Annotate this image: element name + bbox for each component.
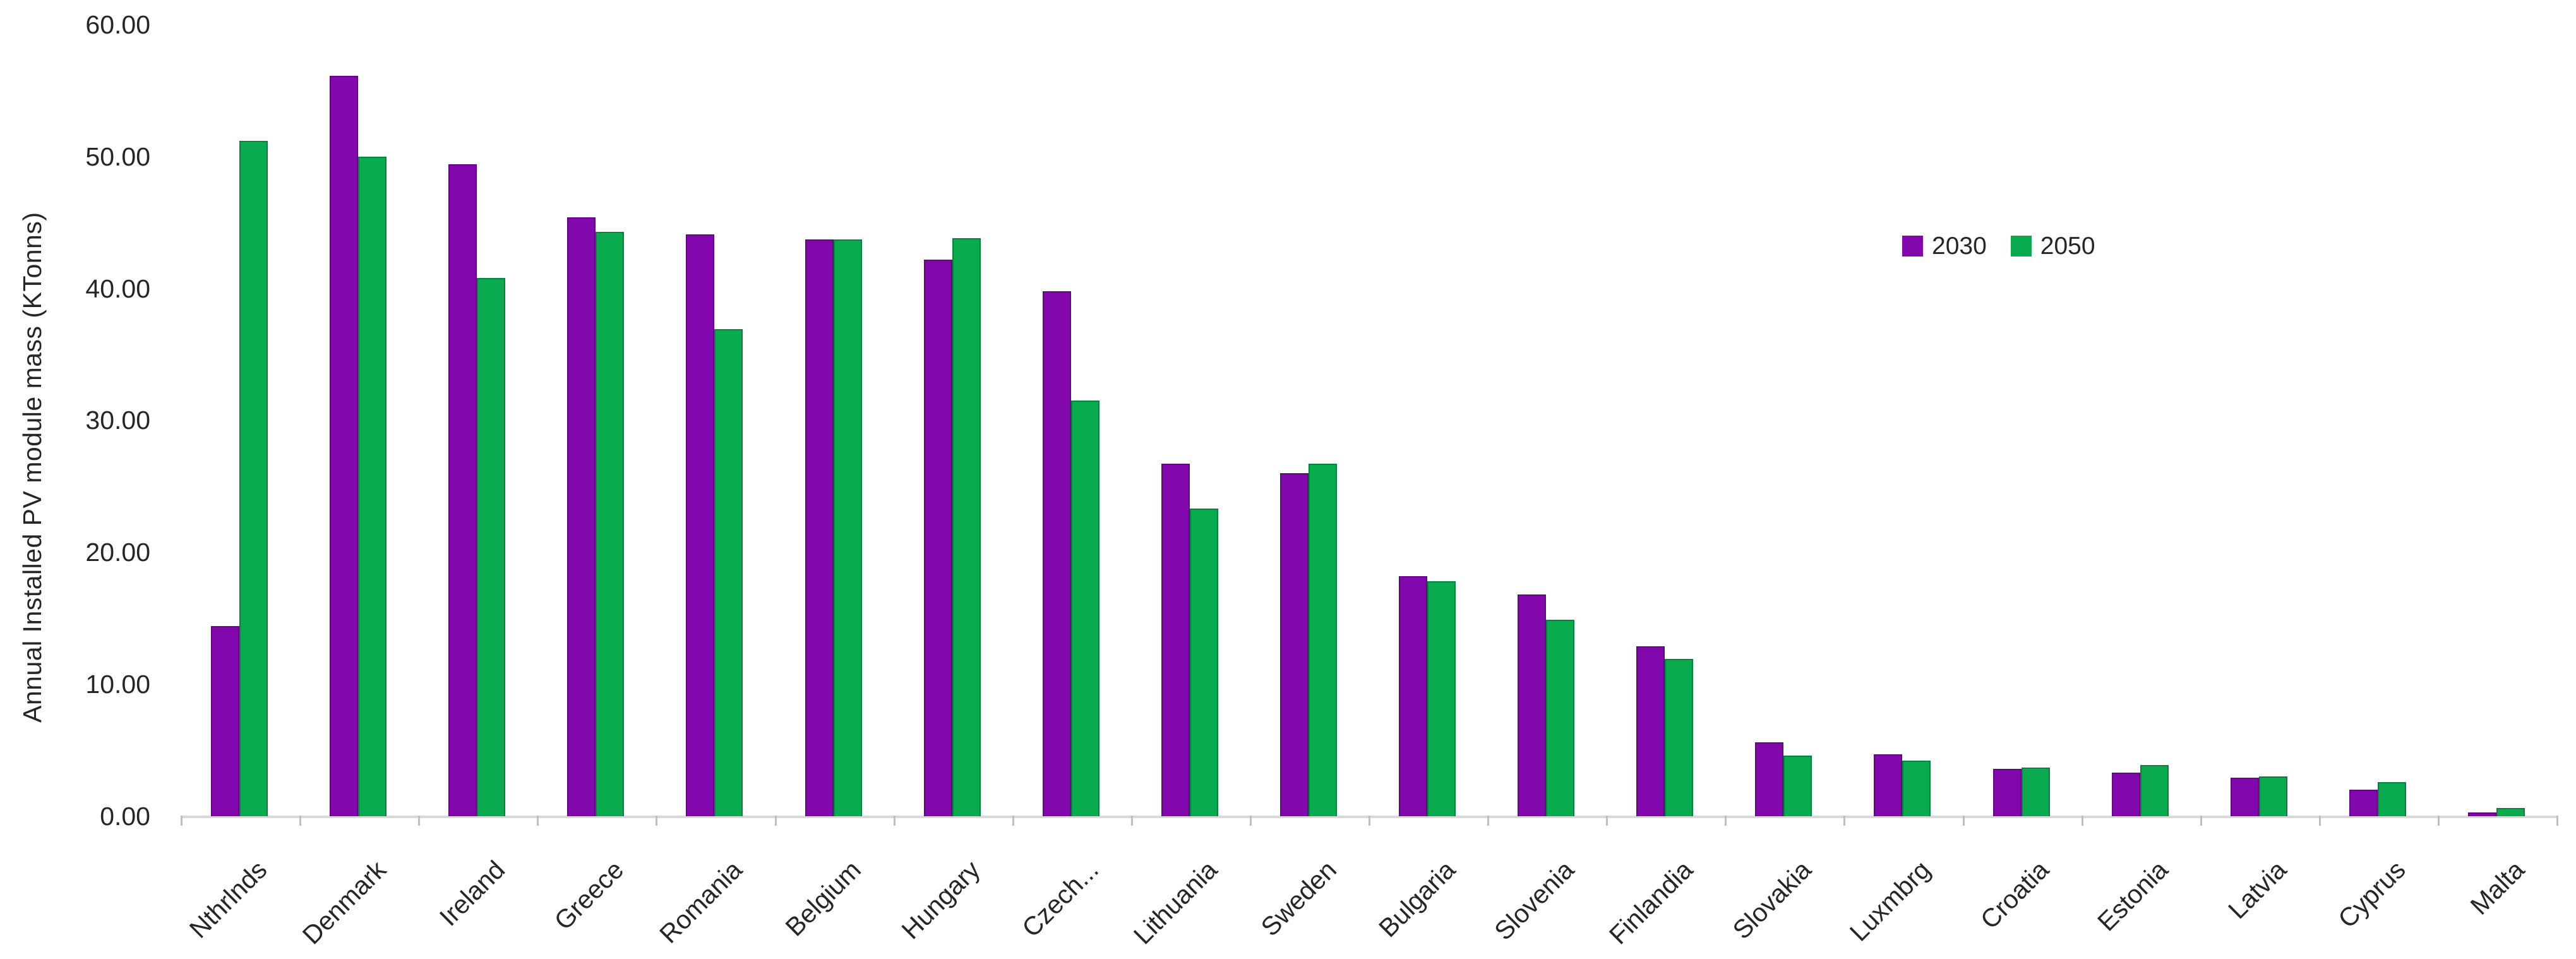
bar-2030-sweden	[1280, 473, 1309, 816]
bar-2050-czech	[1071, 401, 1099, 816]
legend-label-2030: 2030	[1932, 232, 1987, 260]
x-label-romania: Romania	[654, 855, 748, 949]
bar-2030-lithuania	[1161, 464, 1190, 816]
y-tick-label-40.00: 40.00	[85, 274, 150, 303]
bar-2030-bulgaria	[1399, 576, 1427, 816]
bar-2030-luxmbrg	[1874, 754, 1902, 816]
bar-2050-finlandia	[1665, 659, 1693, 816]
x-label-nthrlnds: Nthrlnds	[184, 855, 273, 944]
legend-swatch-2030	[1902, 236, 1923, 256]
x-label-ireland: Ireland	[433, 855, 511, 932]
x-axis-tick	[2318, 816, 2321, 826]
bar-2050-luxmbrg	[1902, 761, 1931, 816]
legend-item-2030: 2030	[1902, 234, 1987, 258]
bar-2030-nthrlnds	[211, 626, 239, 816]
x-label-luxmbrg: Luxmbrg	[1843, 855, 1936, 947]
x-axis-tick	[1487, 816, 1490, 826]
x-axis-tick	[537, 816, 539, 826]
x-label-belgium: Belgium	[780, 855, 867, 942]
bar-2030-slovakia	[1755, 742, 1783, 816]
bar-2030-slovenia	[1518, 594, 1546, 816]
legend-swatch-2050	[2010, 236, 2032, 256]
x-axis-tick	[2081, 816, 2083, 826]
y-tick-label-10.00: 10.00	[85, 670, 150, 699]
x-axis-tick	[2200, 816, 2202, 826]
bar-2050-belgium	[834, 239, 862, 816]
x-axis-tick	[1369, 816, 1370, 826]
x-axis-tick	[1249, 816, 1252, 826]
y-tick-label-50.00: 50.00	[85, 142, 150, 171]
x-axis-tick	[299, 816, 302, 826]
x-label-latvia: Latvia	[2222, 855, 2292, 925]
x-axis-tick	[181, 816, 183, 826]
x-label-greece: Greece	[548, 855, 630, 936]
x-axis-tick	[1130, 816, 1133, 826]
bar-2030-hungary	[924, 260, 952, 816]
legend-item-2050: 2050	[2010, 232, 2095, 260]
bar-2050-malta	[2496, 808, 2525, 816]
bar-2050-nthrlnds	[239, 141, 268, 816]
x-axis-tick	[1725, 816, 1727, 826]
x-axis-tick	[656, 816, 658, 826]
bar-2050-slovenia	[1546, 620, 1574, 816]
bar-2030-belgium	[805, 239, 834, 816]
bar-2050-sweden	[1309, 464, 1337, 816]
x-axis-tick	[2437, 816, 2440, 826]
x-axis-tick	[1843, 816, 1846, 826]
x-label-slovenia: Slovenia	[1489, 855, 1579, 946]
bar-2050-romania	[714, 329, 743, 816]
x-axis-tick	[774, 816, 777, 826]
bar-2030-croatia	[1993, 769, 2022, 816]
x-label-malta: Malta	[2464, 855, 2530, 920]
bar-2050-cyprus	[2378, 782, 2406, 816]
x-label-finlandia: Finlandia	[1603, 855, 1699, 950]
x-axis-tick	[2556, 816, 2558, 826]
bar-2050-hungary	[952, 238, 981, 816]
x-label-hungary: Hungary	[896, 855, 986, 945]
x-label-estonia: Estonia	[2092, 855, 2174, 937]
x-label-sweden: Sweden	[1255, 855, 1342, 942]
x-label-lithuania: Lithuania	[1128, 855, 1223, 950]
x-axis-tick	[1012, 816, 1014, 826]
bar-2050-denmark	[358, 157, 386, 816]
bar-2050-greece	[596, 232, 624, 816]
x-label-croatia: Croatia	[1975, 855, 2055, 935]
y-tick-label-20.00: 20.00	[85, 538, 150, 567]
bar-2030-denmark	[330, 76, 358, 816]
bar-2030-romania	[686, 234, 714, 816]
y-tick-label-60.00: 60.00	[85, 9, 150, 39]
bar-2050-latvia	[2259, 776, 2287, 816]
x-axis-tick	[893, 816, 896, 826]
y-tick-label-30.00: 30.00	[85, 406, 150, 435]
x-label-slovakia: Slovakia	[1727, 855, 1818, 945]
bar-2050-croatia	[2022, 768, 2050, 816]
x-axis-tick	[1962, 816, 1965, 826]
x-axis-tick	[1606, 816, 1609, 826]
bar-2050-slovakia	[1783, 756, 1812, 816]
bar-2030-malta	[2468, 812, 2496, 816]
bar-2050-ireland	[477, 278, 505, 816]
bar-2050-bulgaria	[1427, 581, 1456, 816]
bar-2030-estonia	[2112, 773, 2140, 816]
x-label-czech: Czech...	[1016, 855, 1105, 943]
x-label-bulgaria: Bulgaria	[1372, 855, 1461, 943]
bar-2030-cyprus	[2349, 790, 2378, 816]
bar-2030-greece	[567, 217, 596, 816]
x-axis-tick	[418, 816, 421, 826]
legend-label-2050: 2050	[2040, 232, 2095, 260]
bar-2030-latvia	[2231, 778, 2259, 816]
x-label-cyprus: Cyprus	[2332, 855, 2411, 934]
legend: 2030 2050	[1902, 234, 2095, 258]
x-label-denmark: Denmark	[296, 855, 392, 950]
bar-2030-ireland	[448, 164, 477, 816]
bar-2030-finlandia	[1636, 646, 1665, 816]
bar-2050-lithuania	[1190, 509, 1218, 816]
bar-2050-estonia	[2140, 765, 2169, 816]
y-axis-title: Annual Installed PV module mass (KTonns)	[18, 212, 47, 723]
y-tick-label-0.00: 0.00	[100, 802, 150, 831]
bar-2030-czech	[1043, 291, 1071, 816]
